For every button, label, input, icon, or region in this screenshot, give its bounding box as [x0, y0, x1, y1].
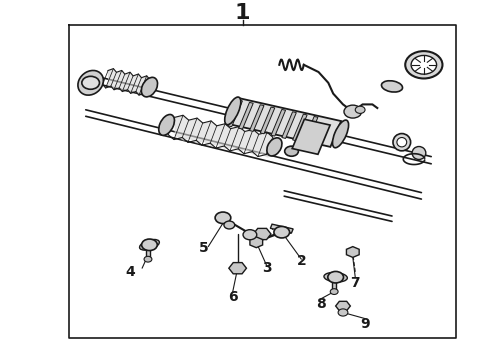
- Ellipse shape: [140, 239, 159, 250]
- Text: 5: 5: [198, 242, 208, 255]
- Bar: [271, 109, 286, 136]
- Polygon shape: [346, 247, 359, 257]
- Bar: [239, 102, 253, 129]
- Ellipse shape: [393, 134, 411, 151]
- Ellipse shape: [412, 147, 426, 159]
- Circle shape: [82, 76, 99, 89]
- Circle shape: [144, 256, 152, 262]
- Circle shape: [224, 221, 235, 229]
- Bar: [293, 114, 307, 141]
- Text: 2: 2: [296, 254, 306, 268]
- Circle shape: [338, 309, 348, 316]
- Ellipse shape: [397, 138, 407, 147]
- Bar: [303, 116, 318, 143]
- Bar: [282, 112, 296, 139]
- Ellipse shape: [225, 97, 241, 125]
- Bar: [227, 98, 341, 147]
- Text: 3: 3: [262, 261, 272, 275]
- Bar: [292, 119, 330, 154]
- Text: 7: 7: [350, 276, 360, 289]
- Circle shape: [344, 105, 362, 118]
- Circle shape: [142, 239, 157, 251]
- Bar: [146, 249, 150, 257]
- Circle shape: [411, 55, 437, 74]
- Ellipse shape: [324, 273, 347, 282]
- Text: 8: 8: [316, 297, 326, 311]
- Text: 9: 9: [360, 317, 370, 331]
- Circle shape: [274, 226, 290, 238]
- Circle shape: [285, 146, 298, 156]
- Circle shape: [405, 51, 442, 78]
- Bar: [249, 105, 264, 131]
- Bar: [332, 281, 336, 289]
- Bar: [260, 107, 275, 134]
- Ellipse shape: [333, 120, 348, 148]
- Text: 1: 1: [235, 3, 250, 23]
- Polygon shape: [250, 237, 263, 248]
- Ellipse shape: [141, 77, 158, 97]
- Circle shape: [330, 289, 338, 294]
- Text: 6: 6: [228, 290, 238, 304]
- Polygon shape: [253, 228, 271, 240]
- Ellipse shape: [78, 71, 103, 95]
- Bar: [270, 224, 293, 233]
- Polygon shape: [336, 301, 350, 311]
- Ellipse shape: [159, 114, 174, 135]
- Circle shape: [215, 212, 231, 224]
- Circle shape: [243, 230, 257, 240]
- Bar: [228, 100, 243, 127]
- Ellipse shape: [267, 138, 282, 156]
- Circle shape: [328, 271, 343, 283]
- Circle shape: [355, 106, 365, 113]
- Ellipse shape: [382, 81, 402, 92]
- Polygon shape: [229, 262, 246, 274]
- Text: 4: 4: [125, 265, 135, 279]
